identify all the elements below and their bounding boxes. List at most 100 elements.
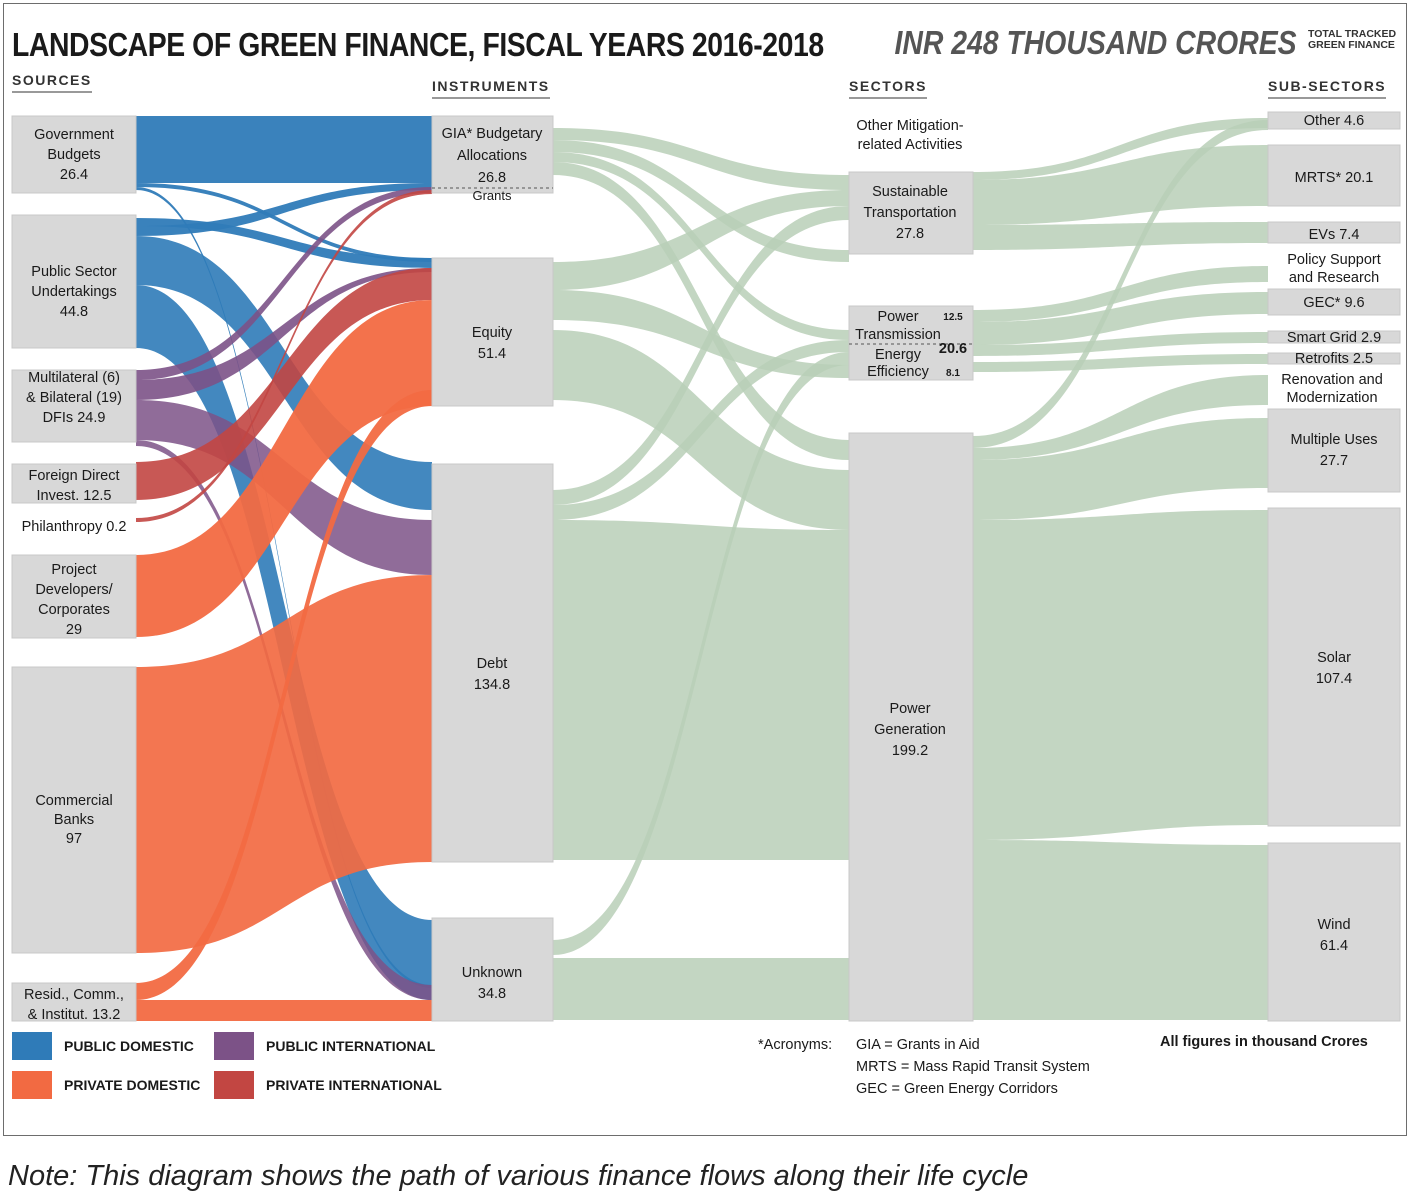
source-node	[11, 463, 137, 504]
subsector-node	[1267, 144, 1401, 207]
instrument-label: Unknown	[462, 965, 522, 981]
subsector-node	[1267, 507, 1401, 827]
source-flow	[136, 187, 432, 380]
legend-label: PRIVATE DOMESTIC	[64, 1077, 201, 1093]
sector-flow	[553, 958, 849, 1020]
acronym-gia: GIA = Grants in Aid	[856, 1037, 980, 1053]
subsector-node	[1267, 330, 1401, 344]
source-label: Undertakings	[31, 284, 116, 300]
sankey-diagram: Government Budgets 26.4 Public Sector Undert…	[11, 111, 1401, 1023]
sector-flow	[973, 418, 1268, 520]
subsector-label: EVs 7.4	[1309, 227, 1360, 243]
source-flow	[136, 187, 432, 988]
header-sources: SOURCES	[12, 72, 92, 93]
instrument-label: Grants	[472, 188, 512, 203]
source-flow	[136, 183, 432, 236]
legend-swatch	[12, 1071, 52, 1099]
sector-label: Energy	[875, 347, 922, 363]
subsector-label: MRTS* 20.1	[1295, 170, 1374, 186]
diagram-frame	[3, 3, 1407, 1136]
instrument-label: 51.4	[478, 346, 506, 362]
source-label: Corporates	[38, 602, 110, 618]
subsector-label: Wind	[1317, 917, 1350, 933]
subsector-label: 61.4	[1320, 938, 1348, 954]
diagram-title: LANDSCAPE OF GREEN FINANCE, FISCAL YEARS…	[12, 26, 824, 63]
source-label: Banks	[54, 812, 94, 828]
source-flow	[136, 1000, 432, 1021]
source-label: Commercial	[35, 793, 112, 809]
source-label: & Institut. 13.2	[28, 1007, 121, 1023]
subsector-node	[1267, 842, 1401, 1022]
subsector-label: Retrofits 2.5	[1295, 351, 1373, 367]
header-instruments: INSTRUMENTS	[432, 78, 550, 99]
source-label: 26.4	[60, 167, 88, 183]
source-label: Budgets	[47, 147, 100, 163]
sector-flow	[553, 140, 849, 262]
legend-public-domestic: PUBLIC DOMESTIC	[12, 1032, 194, 1060]
sector-flow	[973, 120, 1268, 448]
source-node	[11, 115, 137, 194]
sector-label: 199.2	[892, 743, 928, 759]
sector-flows	[553, 118, 1268, 1020]
sector-flow	[973, 292, 1268, 345]
source-flow	[136, 183, 432, 262]
source-node	[11, 982, 137, 1022]
source-label: 44.8	[60, 304, 88, 320]
subsector-label: 27.7	[1320, 453, 1348, 469]
sector-flow	[973, 266, 1268, 322]
sector-flow	[553, 340, 849, 520]
sector-flow	[553, 162, 849, 460]
legend-public-international: PUBLIC INTERNATIONAL	[214, 1032, 435, 1060]
instrument-label: Equity	[472, 325, 513, 341]
instrument-node	[431, 257, 554, 407]
sector-flow	[553, 206, 849, 505]
subsector-label: GEC* 9.6	[1303, 295, 1364, 311]
source-label: 97	[66, 831, 82, 847]
sector-flow	[553, 520, 849, 860]
source-label: Foreign Direct	[28, 468, 119, 484]
sector-label: related Activities	[858, 137, 963, 153]
source-label: 29	[66, 622, 82, 638]
source-flow	[136, 218, 432, 268]
instrument-label: Allocations	[457, 148, 527, 164]
subsector-label: Policy Support	[1287, 252, 1381, 268]
source-flow	[136, 575, 432, 953]
sector-value: 8.1	[946, 368, 960, 379]
subsector-label: Modernization	[1286, 390, 1377, 406]
total-label: TOTAL TRACKED GREEN FINANCE	[1308, 28, 1397, 51]
sector-node	[848, 305, 974, 381]
instrument-label: 134.8	[474, 677, 510, 693]
subsector-label: 107.4	[1316, 671, 1352, 687]
source-node	[11, 554, 137, 639]
subsector-label: Other 4.6	[1304, 113, 1364, 129]
source-label: Project	[51, 562, 96, 578]
sector-node	[848, 432, 974, 1022]
subsector-node	[1267, 221, 1401, 244]
source-label: Multilateral (6)	[28, 370, 120, 386]
subsector-node	[1267, 111, 1401, 130]
sector-label: Power	[877, 309, 918, 325]
subsector-label: Solar	[1317, 650, 1351, 666]
sector-flow	[553, 352, 849, 955]
legend-swatch	[214, 1071, 254, 1099]
subsector-label: Multiple Uses	[1290, 432, 1377, 448]
instrument-label: 26.8	[478, 170, 506, 186]
sector-label: 27.8	[896, 226, 924, 242]
source-label: Philanthropy 0.2	[22, 519, 127, 535]
source-label: & Bilateral (19)	[26, 390, 122, 406]
header-sectors: SECTORS	[849, 78, 927, 99]
node-labels: Government Budgets 26.4 Public Sector Undert…	[22, 113, 1383, 1023]
sector-label: Transportation	[864, 205, 957, 221]
instrument-node	[431, 463, 554, 863]
instrument-label: GIA* Budgetary	[442, 126, 543, 142]
sector-flow	[973, 354, 1268, 372]
source-label: Developers/	[35, 582, 113, 598]
source-flows	[136, 116, 432, 1021]
source-label: DFIs 24.9	[43, 410, 106, 426]
source-label: Government	[34, 127, 114, 143]
figures-note: All figures in thousand Crores	[1160, 1034, 1368, 1050]
source-flow	[136, 300, 432, 637]
source-flow	[136, 268, 432, 400]
instrument-node	[431, 917, 554, 1022]
sector-value: 20.6	[939, 341, 967, 357]
